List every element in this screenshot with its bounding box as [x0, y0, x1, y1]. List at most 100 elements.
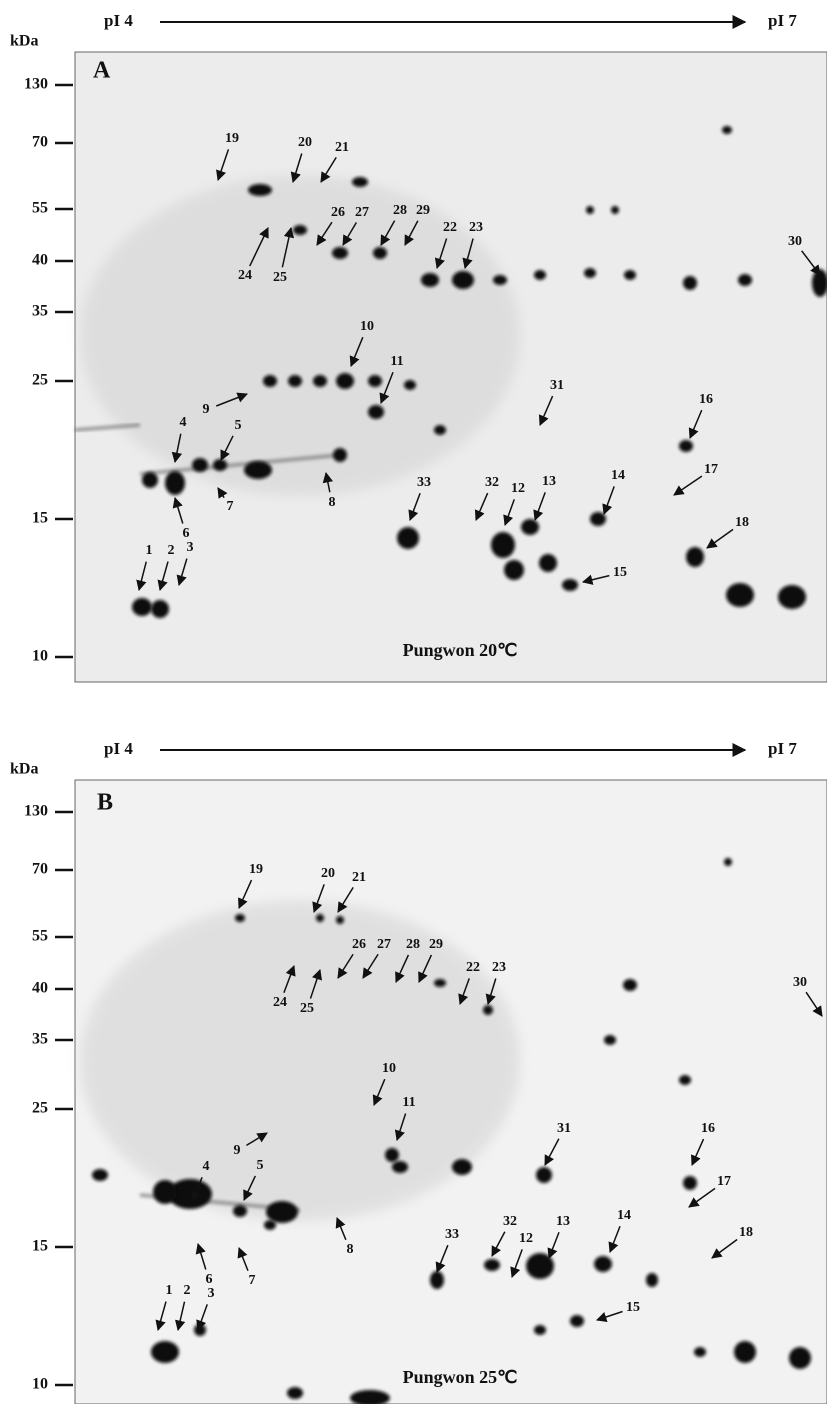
protein-spot: [313, 375, 327, 387]
spot-label: 19: [249, 862, 263, 877]
spot-arrow: [337, 886, 354, 913]
protein-spot: [397, 527, 419, 549]
pi-start-label: pI 4: [104, 11, 133, 30]
spot-arrow: [238, 879, 253, 909]
spot-arrow: [176, 558, 188, 587]
gel-streak: [74, 423, 141, 432]
protein-spot: [623, 979, 637, 991]
spot-arrow: [322, 471, 334, 493]
protein-spot: [683, 276, 697, 290]
panel-caption: Pungwon 25℃: [403, 1367, 518, 1387]
protein-spot: [165, 471, 185, 495]
protein-spot: [584, 268, 596, 278]
spot-label: 28: [406, 937, 420, 952]
gel-streak: [139, 453, 341, 476]
spot-arrow: [491, 1231, 506, 1257]
spot-arrow: [395, 954, 410, 983]
spot-label: 2: [184, 1283, 191, 1298]
spot-arrow: [533, 492, 546, 521]
protein-spot: [404, 380, 416, 390]
spot-arrow: [462, 238, 474, 270]
protein-spot: [392, 1161, 408, 1173]
spot-label: 9: [234, 1143, 241, 1158]
spot-arrow: [372, 1078, 386, 1106]
spot-arrow: [408, 493, 421, 521]
mw-tick-label: 70: [32, 861, 48, 878]
protein-spot: [534, 270, 546, 280]
spot-arrow: [337, 953, 354, 979]
spot-arrow: [673, 475, 703, 496]
mw-tick-label: 15: [32, 1238, 48, 1255]
protein-spot: [604, 1035, 616, 1045]
mw-tick-label: 25: [32, 372, 48, 389]
protein-spot: [368, 405, 384, 419]
protein-spot: [434, 425, 446, 435]
protein-spot: [722, 126, 732, 134]
protein-spot: [452, 271, 474, 289]
protein-spot: [333, 448, 347, 462]
protein-spot: [316, 914, 324, 922]
spot-label: 16: [701, 1121, 715, 1136]
spot-arrow: [711, 1238, 738, 1259]
spot-label: 21: [352, 870, 366, 885]
spot-label: 7: [227, 499, 234, 514]
protein-spot: [789, 1347, 811, 1369]
spot-arrow: [171, 433, 183, 464]
spot-label: 14: [617, 1208, 631, 1223]
protein-spot: [244, 461, 272, 479]
spot-arrow: [691, 1138, 705, 1166]
protein-spot: [368, 375, 382, 387]
spot-label: 4: [180, 415, 187, 430]
protein-spot: [153, 1180, 177, 1204]
spot-arrow: [362, 953, 379, 979]
protein-spot: [151, 600, 169, 618]
spot-label: 2: [168, 543, 175, 558]
protein-spot: [484, 1259, 500, 1271]
protein-spot: [679, 440, 693, 452]
protein-spot: [586, 206, 594, 214]
spot-label: 22: [443, 220, 457, 235]
protein-spot: [332, 247, 348, 259]
spot-label: 29: [429, 937, 443, 952]
spot-arrow: [312, 884, 325, 913]
protein-spot: [686, 547, 704, 567]
spot-label: 20: [298, 135, 312, 150]
spot-label: 18: [739, 1225, 753, 1240]
spot-label: 5: [257, 1158, 264, 1173]
spot-arrow: [136, 561, 147, 592]
spot-arrow: [485, 978, 497, 1006]
protein-spot: [570, 1315, 584, 1327]
mw-tick-label: 55: [32, 200, 48, 217]
spot-arrow: [503, 499, 515, 526]
protein-spot: [504, 560, 524, 580]
mw-tick-label: 25: [32, 1100, 48, 1117]
spot-label: 33: [417, 475, 431, 490]
spot-arrow: [290, 153, 303, 184]
spot-label: 29: [416, 203, 430, 218]
spot-label: 28: [393, 203, 407, 218]
spot-arrow: [544, 1138, 560, 1166]
spot-label: 12: [519, 1231, 533, 1246]
gel-haze: [80, 175, 520, 496]
protein-spot: [812, 269, 827, 297]
mw-unit-label: kDa: [10, 761, 38, 778]
spot-arrow: [320, 156, 337, 183]
protein-spot: [430, 1271, 444, 1289]
protein-spot: [151, 1341, 179, 1363]
spot-arrow: [602, 486, 615, 515]
panel-letter: A: [93, 58, 111, 84]
spot-arrow: [435, 1244, 449, 1273]
spot-arrow: [237, 1247, 249, 1272]
spot-label: 11: [402, 1095, 415, 1110]
spot-label: 23: [492, 960, 506, 975]
mw-tick-label: 10: [32, 648, 48, 665]
protein-spot: [452, 1159, 472, 1175]
protein-spot: [132, 598, 152, 616]
protein-spot: [734, 1341, 756, 1363]
spot-label: 3: [187, 540, 194, 555]
spot-label: 16: [699, 392, 713, 407]
spot-label: 11: [390, 354, 403, 369]
spot-arrow: [706, 528, 734, 549]
spot-label: 5: [235, 418, 242, 433]
